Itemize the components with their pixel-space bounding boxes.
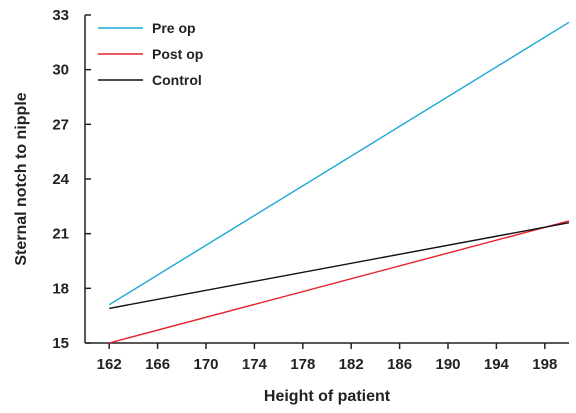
series-line-post-op: [109, 220, 570, 344]
x-tick-label: 190: [435, 356, 460, 373]
x-tick-label: 166: [145, 356, 170, 373]
x-axis-title: Height of patient: [264, 388, 391, 405]
y-axis-ticks: 15 18 21 24 27 30 33: [52, 7, 91, 352]
y-tick-label: 24: [52, 171, 69, 188]
series-lines: [108, 21, 570, 344]
x-tick-label: 182: [339, 356, 364, 373]
y-axis-title: Sternal notch to nipple: [13, 92, 30, 265]
y-tick-label: 15: [52, 335, 69, 352]
legend-label-post-op: Post op: [152, 46, 203, 62]
legend: Pre op Post op Control: [98, 20, 203, 88]
x-tick-label: 194: [484, 356, 510, 373]
series-line-pre-op: [108, 21, 570, 306]
x-tick-label: 178: [290, 356, 315, 373]
y-tick-label: 30: [52, 62, 69, 79]
y-tick-label: 18: [52, 280, 69, 297]
x-tick-label: 186: [387, 356, 412, 373]
x-tick-label: 174: [242, 356, 268, 373]
y-tick-label: 33: [52, 7, 69, 24]
x-tick-label: 198: [532, 356, 557, 373]
y-tick-label: 21: [52, 226, 69, 243]
legend-label-pre-op: Pre op: [152, 20, 196, 36]
legend-label-control: Control: [152, 72, 202, 88]
x-axis-ticks: 162 166 170 174 178 182 186 190 194 198: [97, 343, 557, 373]
series-line-control: [109, 222, 570, 310]
x-tick-label: 170: [193, 356, 218, 373]
x-tick-label: 162: [97, 356, 122, 373]
y-tick-label: 27: [52, 116, 69, 133]
